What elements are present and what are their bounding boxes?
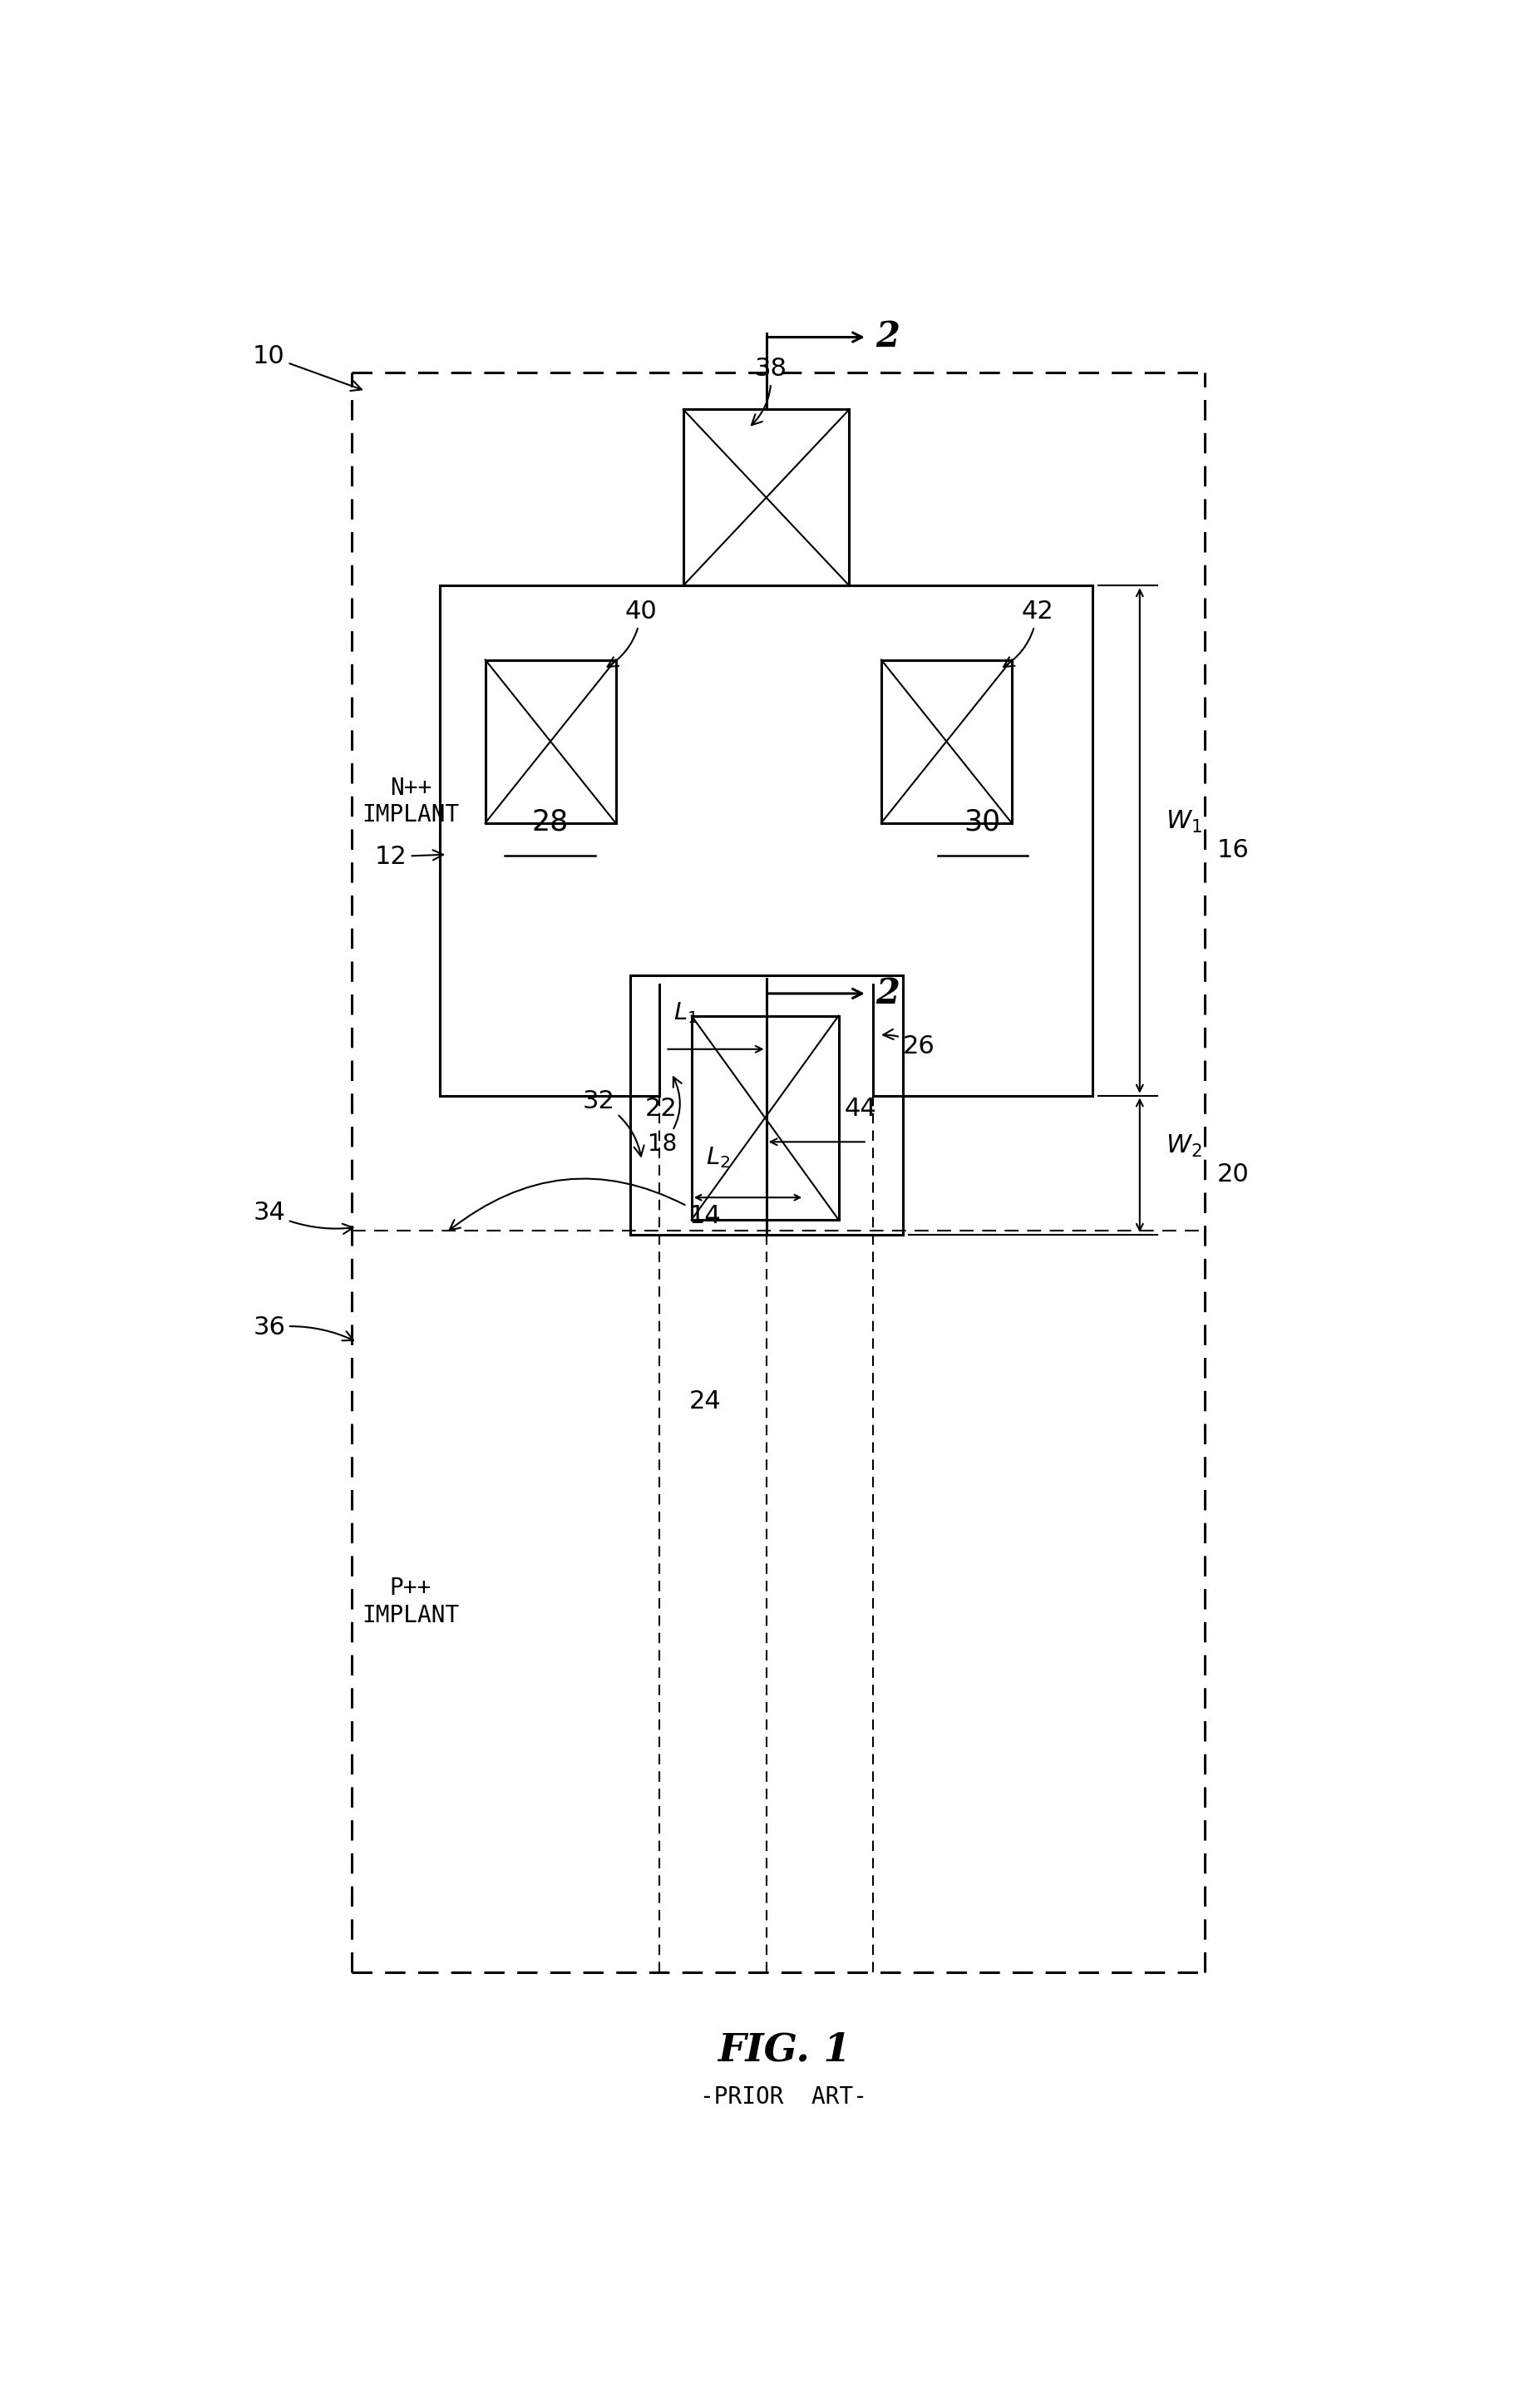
Bar <box>691 1016 838 1221</box>
Text: 14: 14 <box>450 1178 722 1230</box>
Text: 36: 36 <box>252 1315 353 1341</box>
Text: 2: 2 <box>875 320 899 354</box>
Text: 16: 16 <box>1216 838 1248 862</box>
Text: 28: 28 <box>531 809 567 836</box>
Text: 2: 2 <box>875 975 899 1011</box>
Text: FIG. 1: FIG. 1 <box>717 2032 850 2068</box>
Text: 32: 32 <box>583 1088 644 1156</box>
Text: N++
IMPLANT: N++ IMPLANT <box>362 775 459 826</box>
Text: P++
IMPLANT: P++ IMPLANT <box>362 1577 459 1628</box>
Text: $W_1$: $W_1$ <box>1165 809 1202 836</box>
Text: 30: 30 <box>963 809 1000 836</box>
Text: 22: 22 <box>645 1096 677 1120</box>
Text: 26: 26 <box>882 1028 934 1060</box>
Text: 20: 20 <box>1216 1163 1248 1187</box>
Text: 42: 42 <box>1003 600 1053 667</box>
Text: 34: 34 <box>252 1202 353 1233</box>
Text: 24: 24 <box>688 1389 722 1413</box>
Text: $W_2$: $W_2$ <box>1165 1134 1202 1158</box>
Bar <box>683 409 849 585</box>
Text: 12: 12 <box>375 845 443 869</box>
Text: $L_1$: $L_1$ <box>673 999 697 1026</box>
Text: -PRIOR  ART-: -PRIOR ART- <box>700 2085 867 2109</box>
Text: 38: 38 <box>751 356 786 426</box>
Text: $L_2$: $L_2$ <box>705 1144 729 1170</box>
Bar <box>881 660 1011 824</box>
Bar <box>485 660 615 824</box>
Text: 44: 44 <box>844 1096 876 1120</box>
Text: 10: 10 <box>252 344 361 390</box>
Text: 40: 40 <box>607 600 657 667</box>
Text: 18: 18 <box>647 1076 682 1156</box>
